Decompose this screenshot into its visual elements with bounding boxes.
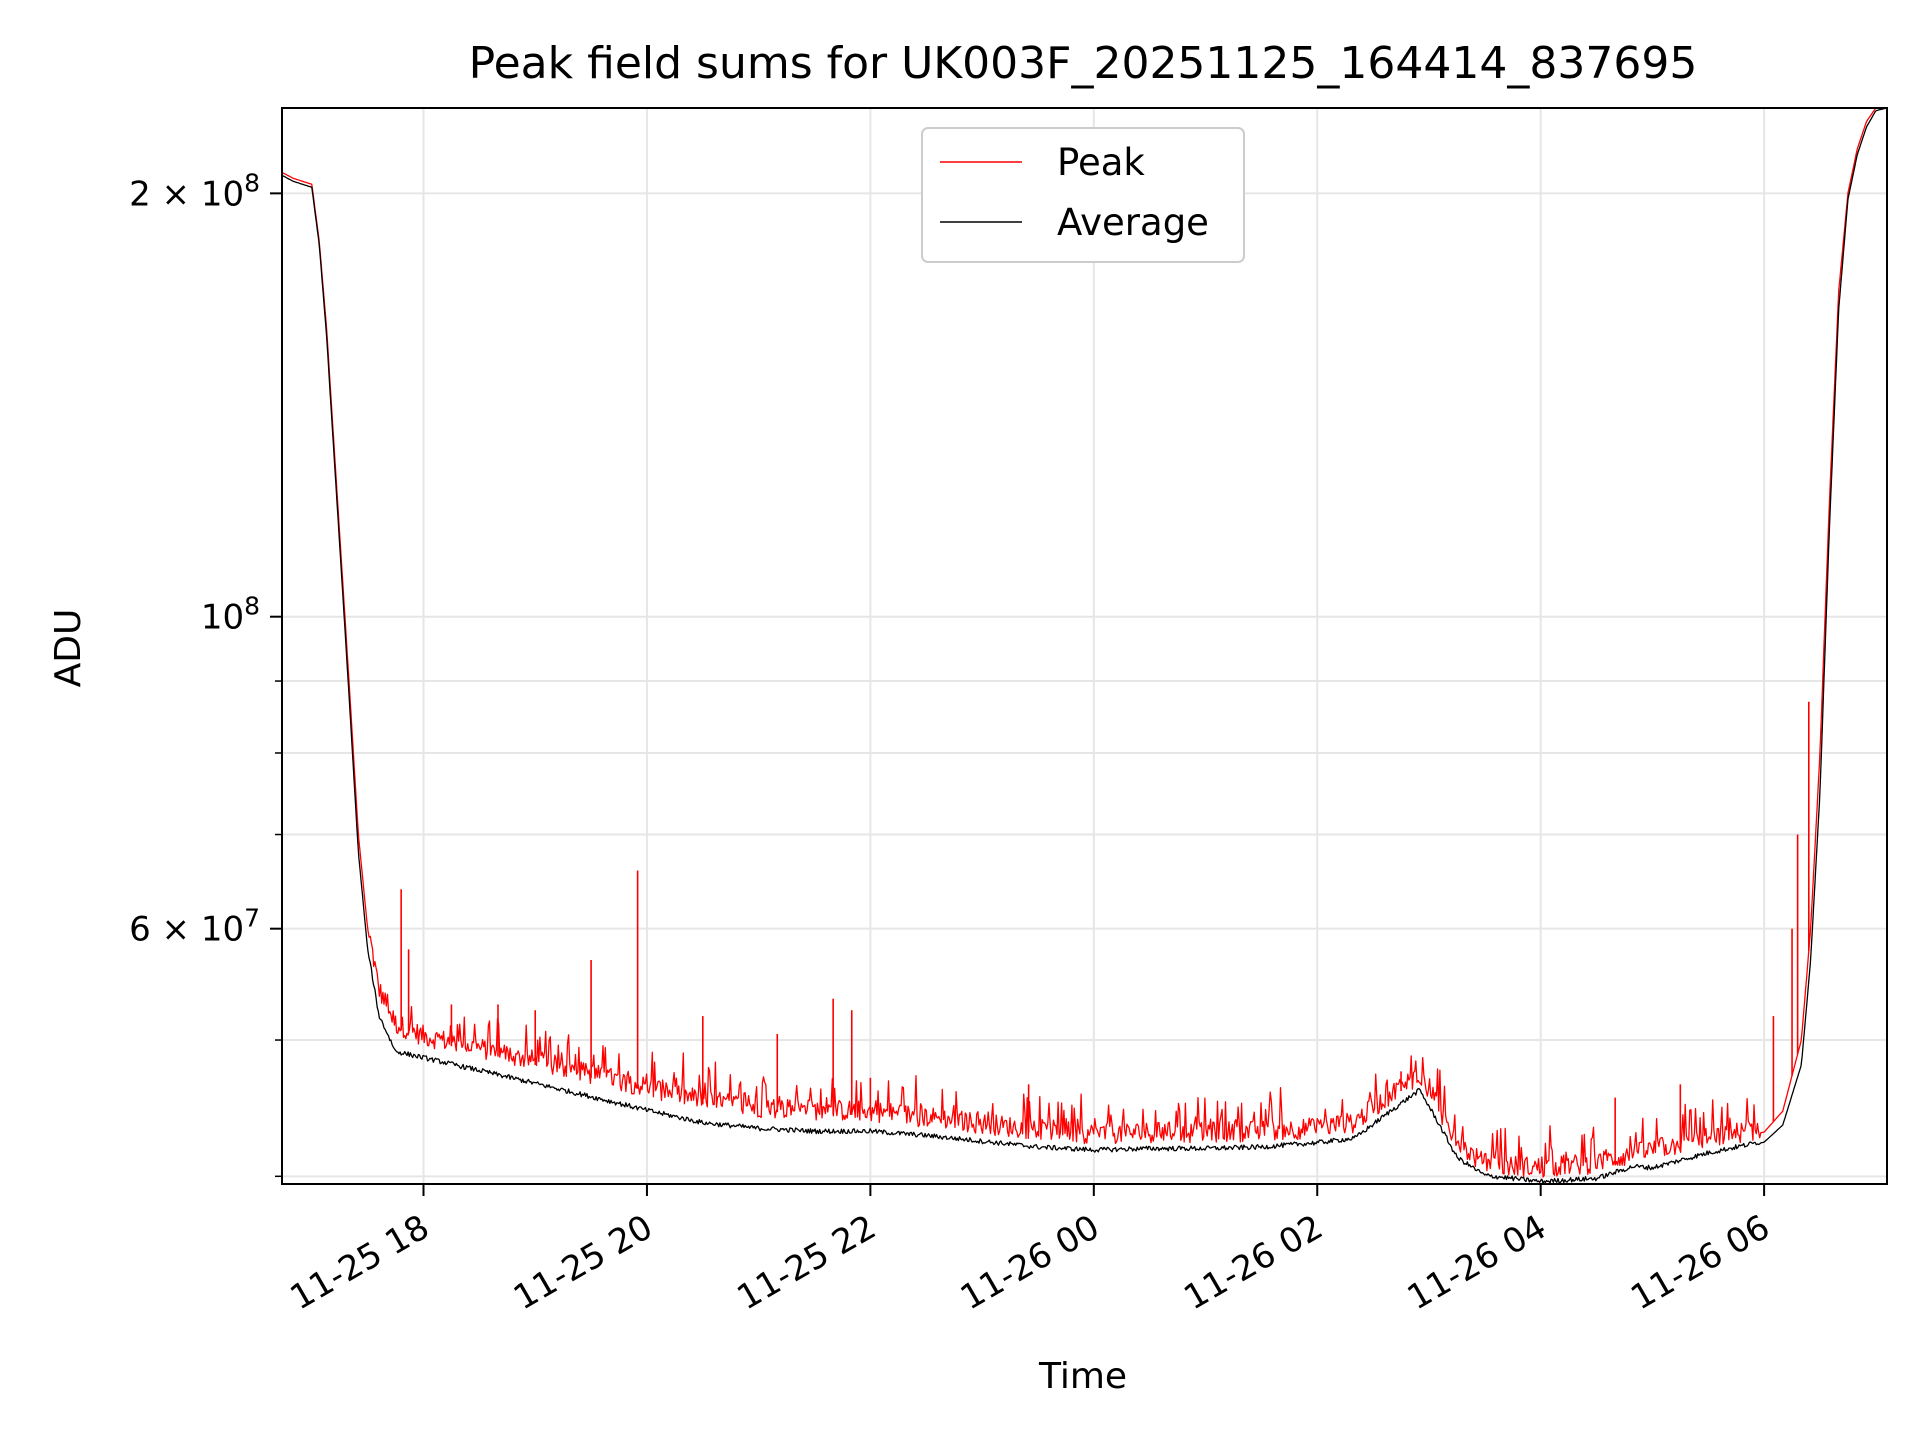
chart-title: Peak field sums for UK003F_20251125_1644… xyxy=(469,38,1698,89)
series-line-peak xyxy=(282,108,1887,1178)
plot-series xyxy=(282,108,1887,1184)
x-axis-title: Time xyxy=(1038,1356,1127,1397)
legend: Peak Average xyxy=(921,127,1245,263)
plot-frame xyxy=(281,107,1888,1185)
legend-label-average: Average xyxy=(1057,201,1209,244)
y-tick-label: 6 × 107 xyxy=(129,904,260,950)
y-axis-title: ADU xyxy=(48,609,89,688)
y-axis: 2 × 108 108 6 × 107 xyxy=(129,168,282,1178)
series-line-average xyxy=(282,108,1887,1184)
legend-label-peak: Peak xyxy=(1057,141,1145,184)
y-tick-label: 2 × 108 xyxy=(129,168,260,214)
y-tick-label: 108 xyxy=(201,592,260,638)
